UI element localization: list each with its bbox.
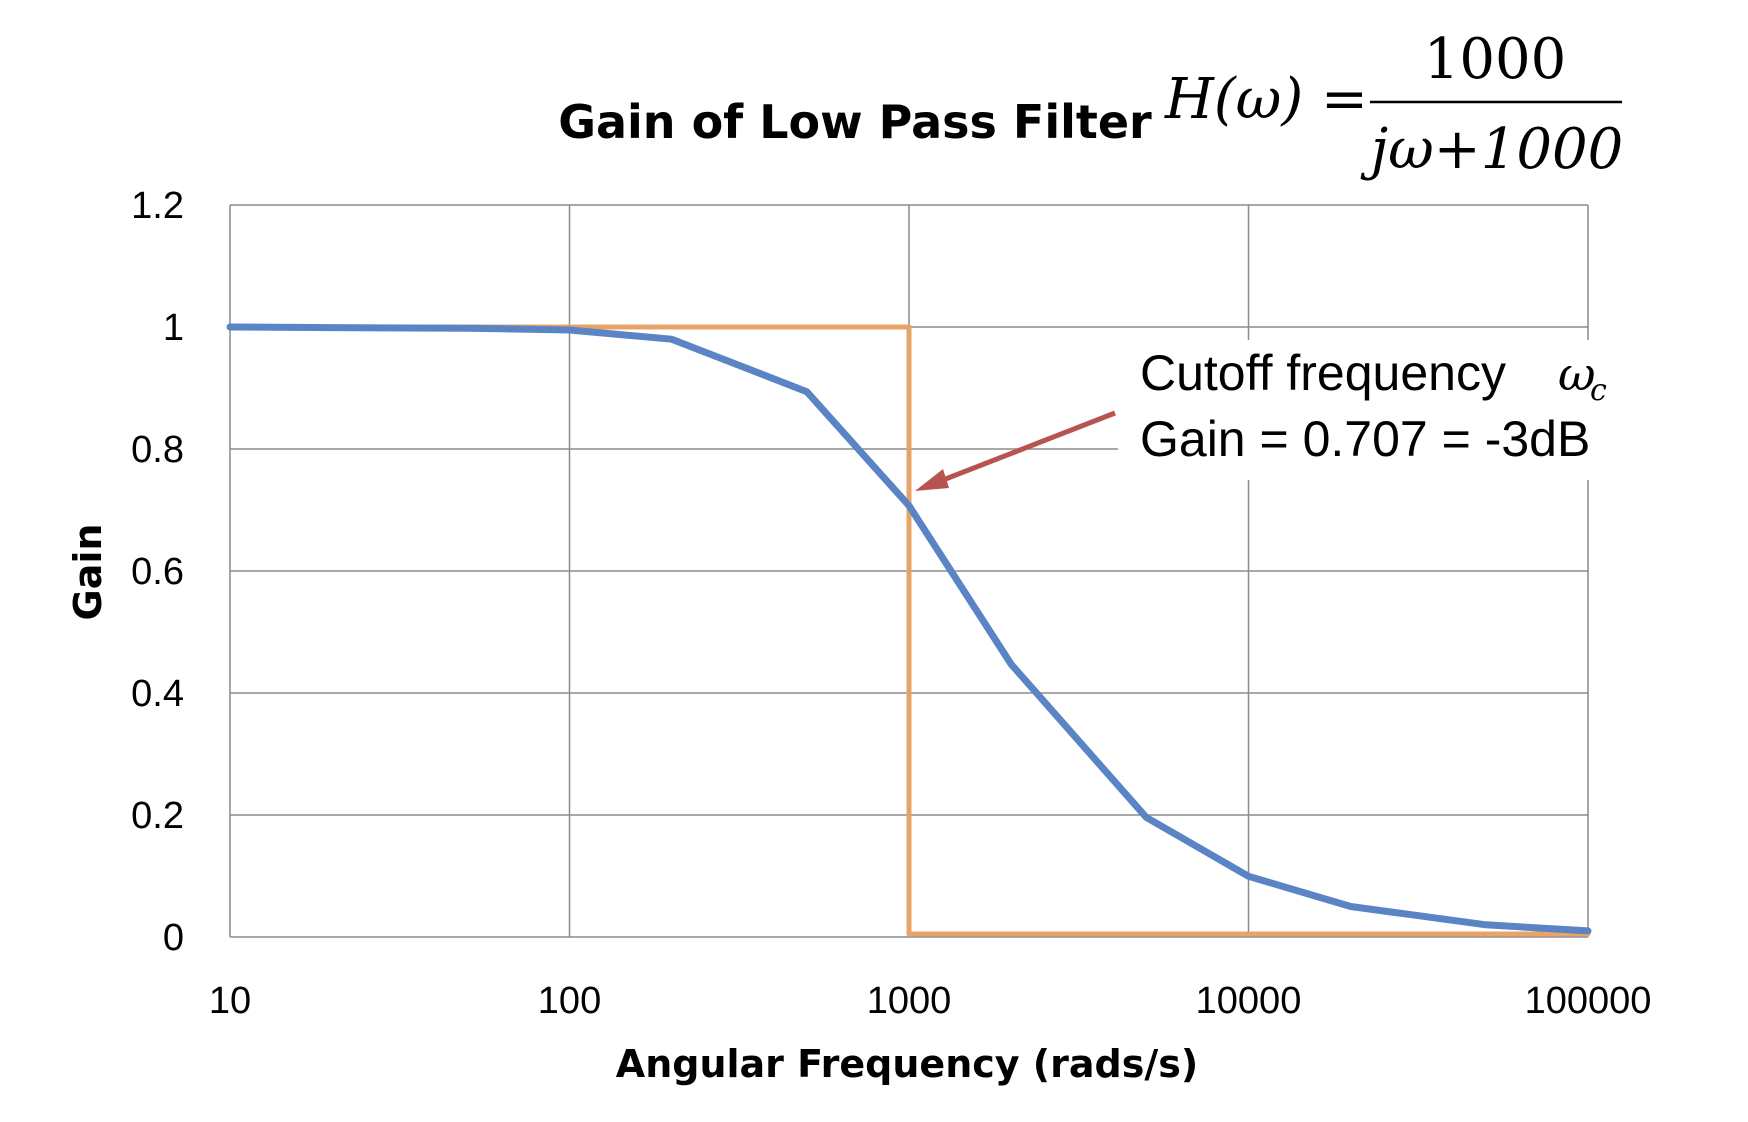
cutoff-annotation: Cutoff frequency ω c Gain = 0.707 = -3dB	[915, 340, 1658, 491]
x-tick-label: 100000	[1525, 980, 1652, 1022]
transfer-function-formula: H(ω) = 1000 jω+1000	[1164, 27, 1623, 182]
y-tick-label: 1	[163, 307, 184, 349]
annotation-line-1: Cutoff frequency	[1140, 345, 1506, 401]
formula-lhs: H(ω) =	[1164, 67, 1368, 132]
annotation-arrow	[924, 410, 1116, 490]
x-axis-title: Angular Frequency (rads/s)	[616, 1042, 1198, 1086]
tick-labels: 0 0.2 0.4 0.6 0.8 1 1.2 10 100 1000 10000 100000	[131, 185, 1651, 1022]
x-tick-label: 10	[209, 980, 251, 1022]
omega-symbol: ω	[1558, 347, 1596, 401]
annotation-background	[1118, 340, 1658, 480]
omega-subscript: c	[1590, 373, 1607, 408]
y-tick-label: 0.8	[131, 429, 184, 471]
x-tick-label: 1000	[867, 980, 952, 1022]
annotation-arrowhead	[915, 469, 949, 491]
series-layer	[226, 323, 1592, 937]
y-tick-label: 0.2	[131, 795, 184, 837]
y-tick-label: 0.4	[131, 673, 184, 715]
y-tick-label: 1.2	[131, 185, 184, 227]
y-tick-label: 0.6	[131, 551, 184, 593]
chart-title: Gain of Low Pass Filter	[558, 95, 1152, 149]
x-tick-label: 10000	[1196, 980, 1302, 1022]
formula-numerator: 1000	[1424, 27, 1567, 92]
x-tick-label: 100	[538, 980, 601, 1022]
formula-denominator: jω+1000	[1360, 117, 1623, 182]
annotation-line-2: Gain = 0.707 = -3dB	[1140, 411, 1590, 467]
series-line-actual-response	[226, 323, 1592, 935]
y-axis-title: Gain	[66, 524, 110, 621]
y-tick-label: 0	[163, 917, 184, 959]
